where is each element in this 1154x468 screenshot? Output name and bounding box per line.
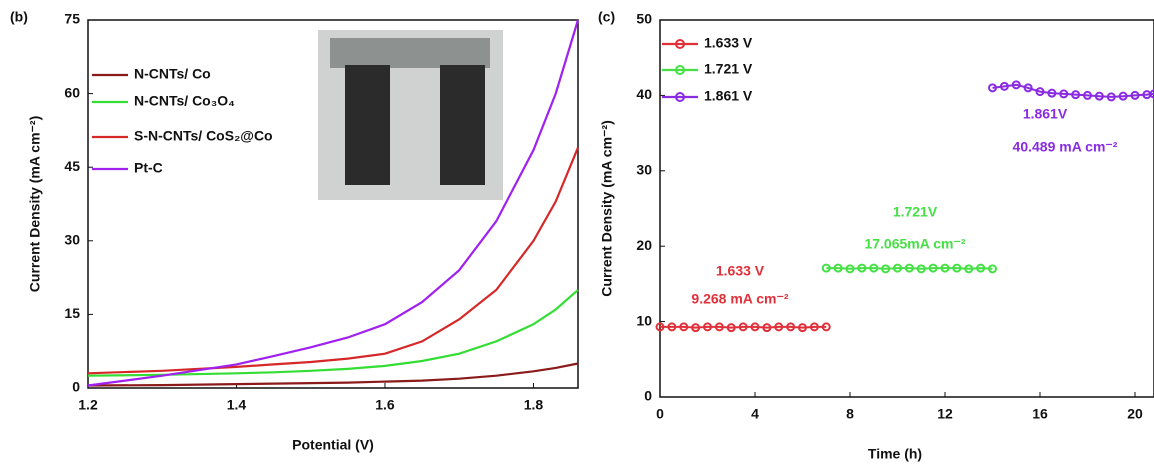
y-tick-label: 30 [636,162,652,178]
y-tick-label: 40 [636,86,652,102]
series-line [88,290,578,376]
series-line [660,327,826,328]
x-tick-label: 4 [751,406,759,422]
legend-label: 1.633 V [704,35,753,51]
annotation: 1.861V [1023,106,1068,122]
y-tick-label: 0 [644,388,652,404]
x-axis-label: Potential (V) [292,437,374,453]
annotation: 1.721V [893,204,938,220]
legend-label: Pt-C [134,160,163,176]
panel-label: (b) [10,9,28,25]
x-tick-label: 0 [656,406,664,422]
x-axis-label: Time (h) [868,446,922,462]
legend-label: S-N-CNTs/ CoS₂@Co [134,128,273,144]
y-tick-label: 75 [64,11,80,27]
annotation: 40.489 mA cm⁻² [1013,139,1118,155]
x-tick-label: 20 [1127,406,1143,422]
y-tick-label: 0 [72,379,80,395]
y-axis-label: Current Density (mA cm⁻²) [599,120,615,296]
inset-clamp [330,38,490,68]
x-tick-label: 1.2 [78,397,98,413]
annotation: 17.065mA cm⁻² [864,236,965,252]
x-tick-label: 8 [846,406,854,422]
y-tick-label: 45 [64,158,80,174]
annotation: 9.268 mA cm⁻² [691,291,788,307]
inset-electrode [440,65,485,185]
legend-label: N-CNTs/ Co₃O₄ [134,93,235,109]
legend-label: N-CNTs/ Co [134,66,211,82]
y-tick-label: 20 [636,237,652,253]
x-tick-label: 1.6 [375,397,395,413]
x-tick-label: 12 [937,406,953,422]
x-tick-label: 1.4 [227,397,247,413]
legend-label: 1.861 V [704,88,753,104]
x-tick-label: 16 [1032,406,1048,422]
y-tick-label: 60 [64,84,80,100]
figure: 0 15 30 45 60 75 1.2 1.4 1.6 1.8 Potential (V) Curr… [0,0,1154,468]
y-axis-label: Current Density (mA cm⁻²) [27,116,43,292]
series-line [826,268,992,269]
y-tick-label: 15 [64,305,80,321]
legend-label: 1.721 V [704,61,753,77]
inset-electrode [345,65,390,185]
y-tick-label: 30 [64,232,80,248]
x-tick-label: 1.8 [524,397,544,413]
y-tick-label: 10 [636,312,652,328]
panel-label: (c) [598,9,615,25]
y-tick-label: 50 [636,11,652,27]
annotation: 1.633 V [716,263,765,279]
